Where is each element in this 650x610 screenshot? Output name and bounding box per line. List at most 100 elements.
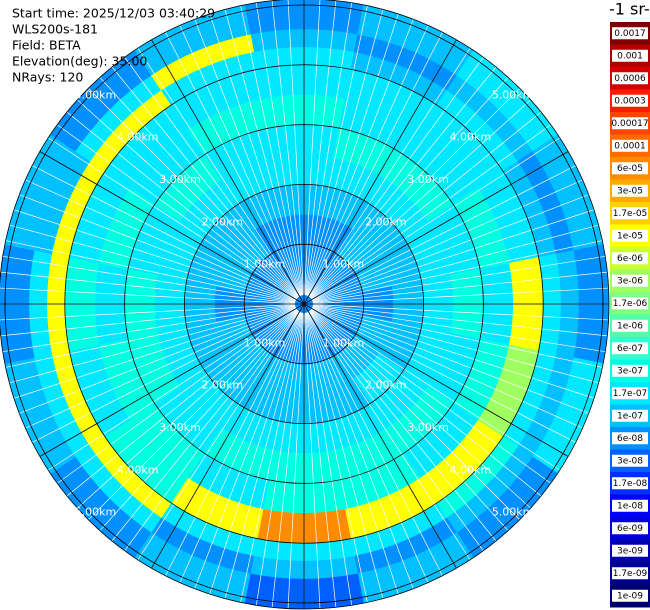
colorbar-label-bg: [612, 409, 648, 422]
ray-separator: [0, 304, 296, 337]
ray-separator: [209, 312, 302, 595]
ray-separator: [25, 307, 296, 429]
colorbar-label-bg: [612, 387, 648, 400]
range-ring-label: 3.00km: [407, 421, 449, 434]
range-ring-label: 1.00km: [244, 258, 286, 271]
info-line: Field: BETA: [12, 38, 81, 53]
ray-separator: [312, 287, 609, 304]
ray-separator: [48, 137, 297, 300]
ray-separator: [19, 306, 296, 414]
colorbar-label: 6e-09: [617, 524, 643, 534]
range-ring-label: 1.00km: [244, 336, 286, 349]
colorbar-title: -1 sr-: [609, 0, 650, 19]
range-ring-label: 4.00km: [450, 131, 492, 144]
colorbar-label-bg: [612, 297, 648, 310]
ray-separator: [2, 255, 296, 303]
ray-separator: [287, 312, 304, 609]
colorbar-label-bg: [612, 522, 648, 535]
colorbar-label: 1.7e-09: [613, 569, 648, 579]
ray-separator: [271, 312, 304, 608]
ray-separator: [2, 305, 296, 353]
info-line: WLS200s-181: [12, 22, 98, 37]
ray-separator: [111, 66, 299, 298]
ray-separator: [165, 32, 301, 297]
ray-separator: [312, 240, 603, 303]
radial-line: [151, 303, 305, 569]
ray-separator: [9, 224, 296, 303]
ray-separator: [309, 310, 509, 531]
range-ring-label: 1.00km: [323, 336, 365, 349]
ray-separator: [209, 13, 302, 296]
ray-separator: [194, 312, 302, 589]
ray-separator: [306, 312, 414, 589]
ray-separator: [312, 304, 608, 337]
info-line: Elevation(deg): 35.00: [12, 54, 147, 69]
range-ring-label: 4.00km: [450, 463, 492, 476]
ray-separator: [310, 88, 520, 298]
ray-separator: [307, 311, 443, 576]
ray-separator: [310, 309, 531, 509]
ray-separator: [312, 307, 583, 429]
colorbar-label: 6e-05: [617, 164, 643, 174]
ray-separator: [305, 312, 353, 606]
colorbar-label: 0.0003: [614, 96, 646, 106]
outer-edge: [0, 0, 610, 610]
ray-separator: [5, 305, 296, 368]
ray-separator: [312, 179, 583, 301]
ray-separator: [305, 9, 384, 296]
ray-separator: [240, 312, 303, 603]
ray-separator: [308, 311, 484, 551]
range-ring-label: 5.00km: [75, 88, 117, 101]
ray-separator: [25, 179, 296, 301]
colorbar-label: 0.001: [617, 51, 643, 61]
ray-separator: [304, 312, 337, 608]
radial-line: [39, 151, 305, 305]
ray-separator: [311, 308, 551, 484]
radial-line: [303, 303, 457, 569]
ray-separator: [5, 240, 296, 303]
ray-separator: [0, 304, 296, 321]
range-ring-label: 5.00km: [75, 506, 117, 519]
ray-separator: [311, 165, 576, 301]
range-ring: [4, 4, 604, 604]
ray-separator: [99, 310, 299, 531]
colorbar-label: 0.0001: [614, 141, 646, 151]
ray-separator: [124, 311, 300, 551]
ray-separator: [99, 77, 299, 298]
ray-separator: [312, 271, 608, 304]
ray-separator: [312, 209, 595, 302]
ray-separator: [0, 287, 296, 304]
colorbar-label: 1.7e-05: [613, 209, 648, 219]
ray-separator: [312, 305, 603, 368]
colorbar-label: 1e-05: [617, 231, 643, 241]
ray-separator: [310, 310, 520, 520]
ray-separator: [312, 304, 609, 321]
colorbar-label: 1.7e-07: [613, 389, 648, 399]
range-ring-label: 5.00km: [492, 88, 534, 101]
colorbar-label-bg: [612, 589, 648, 602]
grid: 1.00km 1.00km 1.00km 1.00km 2.00km 2.00km 2.00…: [0, 0, 610, 610]
colorbar-label: 1.7e-06: [613, 299, 648, 309]
colorbar-label: 6e-07: [617, 344, 643, 354]
ray-separator: [194, 19, 302, 296]
colorbar-label-bg: [612, 454, 648, 467]
info-line: NRays: 120: [12, 70, 83, 85]
ray-separator: [57, 124, 297, 300]
colorbar-label-bg: [612, 567, 648, 580]
ray-separator: [179, 25, 301, 296]
ray-separator: [306, 13, 399, 296]
colorbar-label-bg: [612, 229, 648, 242]
colorbar-label: 1e-08: [617, 501, 643, 511]
ray-separator: [111, 310, 299, 542]
colorbar-label-bg: [612, 139, 648, 152]
colorbar-label: 6e-08: [617, 434, 643, 444]
ray-separator: [310, 309, 542, 497]
ray-separator: [66, 309, 298, 497]
range-ring-label: 2.00km: [201, 379, 243, 392]
radial-line: [39, 303, 305, 457]
range-ring: [64, 64, 544, 544]
range-ring-label: 4.00km: [117, 131, 159, 144]
ray-separator: [13, 306, 296, 399]
range-ring-label: 2.00km: [201, 215, 243, 228]
colorbar-label: 3e-05: [617, 186, 643, 196]
